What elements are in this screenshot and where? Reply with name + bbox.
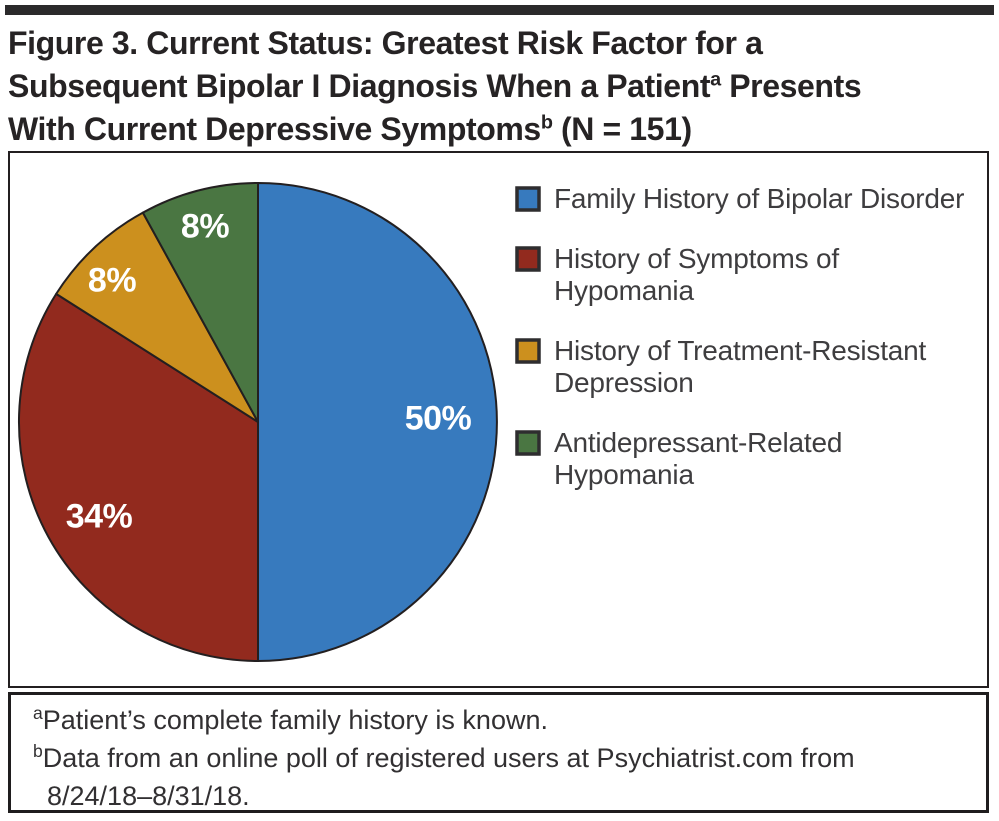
legend-item-treatment-resistant: History of Treatment-Resistant Depressio… [515, 335, 977, 399]
legend-item-antidepressant-related: Antidepressant-Related Hypomania [515, 427, 977, 491]
footnote-b-superscript: b [33, 741, 43, 761]
legend-swatch-red-icon [515, 246, 541, 272]
legend-swatch-green-icon [515, 430, 541, 456]
figure-title-line-2: Subsequent Bipolar I Diagnosis When a Pa… [8, 65, 995, 108]
superscript-a: a [710, 68, 721, 91]
legend-label-line: Antidepressant-Related [554, 427, 843, 458]
pie-slice-family-history-bipolar [257, 182, 498, 662]
pie-slice-antidepressant-related-hypomania [141, 182, 259, 423]
footnote-b-text-line1: Data from an online poll of registered u… [42, 743, 855, 773]
footnote-b: bData from an online poll of registered … [33, 739, 986, 777]
legend-swatch-blue-icon [515, 186, 541, 212]
figure-title-text-2b: Presents [720, 68, 862, 104]
title-rule-bar [5, 5, 994, 15]
legend-label-line: History of Symptoms of Hypomania [554, 243, 840, 306]
footnote-a: aPatient’s complete family history is kn… [33, 701, 986, 739]
footnote-panel: aPatient’s complete family history is kn… [8, 692, 989, 813]
figure-title-line-3: With Current Depressive Symptomsb (N = 1… [8, 108, 995, 151]
footnote-b-continued: 8/24/18–8/31/18. [33, 777, 986, 815]
pie-label-8pct-treatment-resistant: 8% [87, 261, 137, 300]
figure-title: Figure 3. Current Status: Greatest Risk … [8, 22, 995, 151]
superscript-b: b [540, 111, 553, 134]
legend-item-family-history: Family History of Bipolar Disorder [515, 183, 977, 215]
footnote-a-text: Patient’s complete family history is kno… [42, 705, 548, 735]
figure-title-text-2: Subsequent Bipolar I Diagnosis When a Pa… [8, 68, 711, 104]
figure-title-text-3: With Current Depressive Symptoms [8, 111, 541, 147]
figure-title-text-1: Figure 3. Current Status: Greatest Risk … [8, 25, 763, 61]
figure-title-sample-size: (N = 151) [552, 111, 692, 147]
legend-label-line: Depression [554, 367, 694, 398]
legend-label: History of Symptoms of Hypomania [554, 243, 977, 307]
pie-slice-history-symptoms-hypomania [18, 292, 259, 662]
legend-label: Antidepressant-Related Hypomania [554, 427, 842, 491]
chart-panel: 50% 34% 8% 8% Family History of Bipolar … [8, 151, 989, 688]
legend-label-line: Hypomania [554, 459, 694, 490]
legend-item-symptoms-hypomania: History of Symptoms of Hypomania [515, 243, 977, 307]
legend-swatch-gold-icon [515, 338, 541, 364]
pie-label-8pct-antidepressant: 8% [180, 207, 230, 246]
legend-label-line: History of Treatment-Resistant [554, 335, 927, 366]
legend-label: History of Treatment-Resistant Depressio… [554, 335, 926, 399]
footnote-a-superscript: a [33, 703, 43, 723]
legend-label-line: Family History of Bipolar Disorder [554, 183, 965, 214]
legend-label: Family History of Bipolar Disorder [554, 183, 964, 215]
pie-chart [18, 182, 498, 662]
legend: Family History of Bipolar Disorder Histo… [515, 183, 977, 491]
pie-label-34pct: 34% [65, 497, 133, 536]
footnote-b-text-line2: 8/24/18–8/31/18. [47, 781, 250, 811]
pie-label-50pct: 50% [404, 399, 472, 438]
pie-slice-treatment-resistant-depression [55, 211, 259, 423]
figure-title-line-1: Figure 3. Current Status: Greatest Risk … [8, 22, 995, 65]
